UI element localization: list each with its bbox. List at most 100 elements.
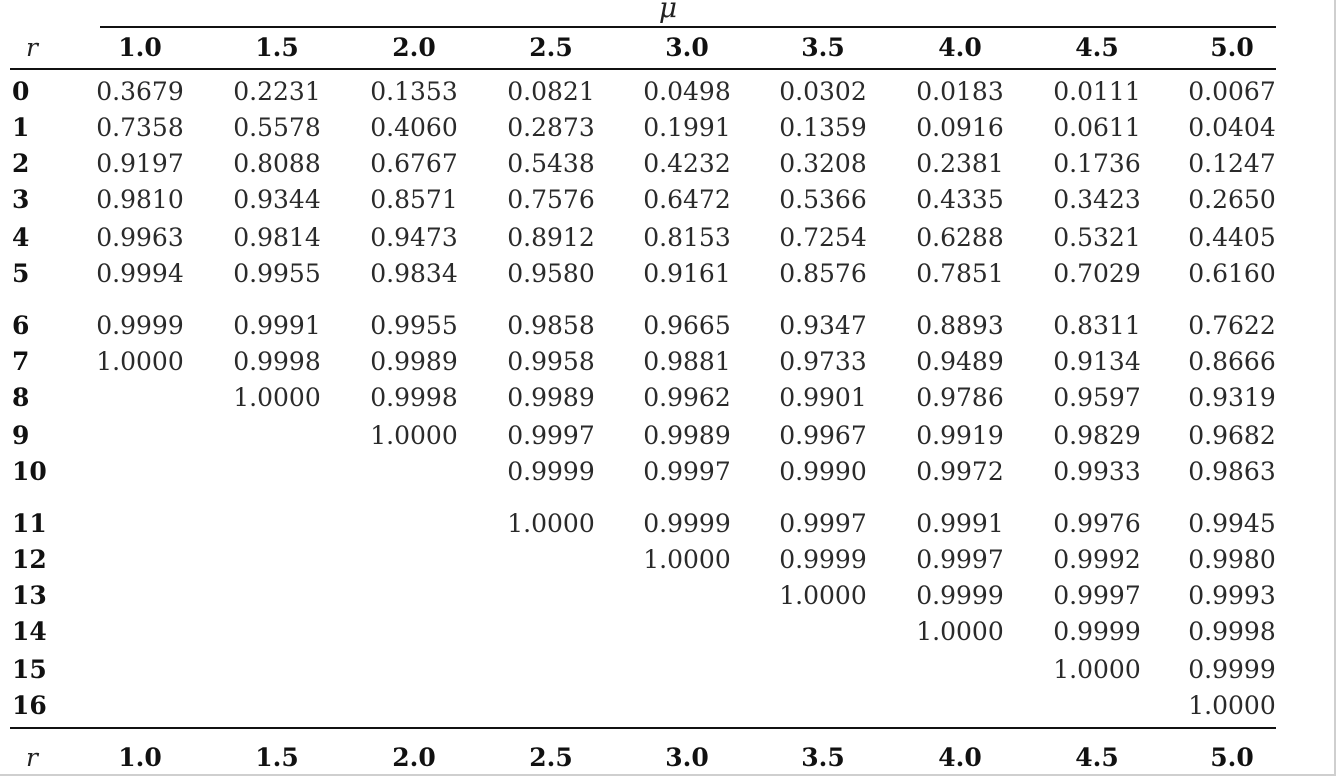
- table-cell: 0.9319: [1188, 383, 1276, 412]
- table-cell: 0.9991: [916, 509, 1004, 538]
- table-cell: 0.9999: [507, 457, 595, 486]
- table-cell: 0.3679: [96, 77, 184, 106]
- row-label: 7: [12, 347, 30, 376]
- table-cell: 0.7029: [1053, 259, 1141, 288]
- table-cell: 0.5366: [779, 185, 867, 214]
- column-footer: 2.0: [392, 743, 436, 772]
- table-cell: 0.9967: [779, 421, 867, 450]
- column-footer: 4.0: [938, 743, 982, 772]
- table-cell: 0.9999: [1053, 617, 1141, 646]
- table-cell: 0.0611: [1053, 113, 1141, 142]
- table-cell: 1.0000: [779, 581, 867, 610]
- table-cell: 0.0111: [1053, 77, 1141, 106]
- column-header: 1.0: [118, 33, 162, 62]
- table-cell: 0.9945: [1188, 509, 1276, 538]
- table-cell: 0.9919: [916, 421, 1004, 450]
- table-cell: 0.1359: [779, 113, 867, 142]
- table-cell: 0.9993: [1188, 581, 1276, 610]
- table-cell: 0.9858: [507, 311, 595, 340]
- table-cell: 0.9998: [233, 347, 321, 376]
- table-cell: 0.8666: [1188, 347, 1276, 376]
- table-cell: 0.6160: [1188, 259, 1276, 288]
- table-cell: 0.0821: [507, 77, 595, 106]
- row-label: 13: [12, 581, 47, 610]
- table-cell: 0.8153: [643, 223, 731, 252]
- table-cell: 0.9881: [643, 347, 731, 376]
- table-cell: 0.2650: [1188, 185, 1276, 214]
- table-cell: 0.4060: [370, 113, 458, 142]
- table-cell: 0.1247: [1188, 149, 1276, 178]
- row-label: 12: [12, 545, 47, 574]
- table-cell: 0.8912: [507, 223, 595, 252]
- table-cell: 0.9989: [507, 383, 595, 412]
- table-cell: 0.9997: [916, 545, 1004, 574]
- table-cell: 0.8571: [370, 185, 458, 214]
- table-cell: 0.9999: [643, 509, 731, 538]
- row-label: 3: [12, 185, 30, 214]
- table-cell: 0.9999: [779, 545, 867, 574]
- table-cell: 0.7576: [507, 185, 595, 214]
- column-header: 1.5: [255, 33, 299, 62]
- table-cell: 0.9998: [370, 383, 458, 412]
- row-label: 8: [12, 383, 30, 412]
- column-header: 5.0: [1210, 33, 1254, 62]
- table-cell: 0.9976: [1053, 509, 1141, 538]
- row-label: 10: [12, 457, 47, 486]
- row-label: 9: [12, 421, 30, 450]
- table-cell: 0.9989: [370, 347, 458, 376]
- table-cell: 0.0498: [643, 77, 731, 106]
- table-cell: 1.0000: [370, 421, 458, 450]
- table-cell: 0.9933: [1053, 457, 1141, 486]
- column-header: 4.5: [1075, 33, 1119, 62]
- column-header: 2.0: [392, 33, 436, 62]
- r-footer: r: [26, 743, 38, 772]
- table-cell: 1.0000: [96, 347, 184, 376]
- table-cell: 0.9347: [779, 311, 867, 340]
- table-cell: 0.9999: [96, 311, 184, 340]
- row-label: 4: [12, 223, 30, 252]
- table-cell: 0.4335: [916, 185, 1004, 214]
- table-cell: 0.9901: [779, 383, 867, 412]
- table-cell: 0.8893: [916, 311, 1004, 340]
- row-label: 2: [12, 149, 30, 178]
- table-cell: 0.9580: [507, 259, 595, 288]
- table-cell: 0.1991: [643, 113, 731, 142]
- table-cell: 0.5578: [233, 113, 321, 142]
- table-cell: 1.0000: [507, 509, 595, 538]
- column-footer: 3.5: [801, 743, 845, 772]
- table-cell: 0.9958: [507, 347, 595, 376]
- table-cell: 0.9197: [96, 149, 184, 178]
- table-cell: 0.8576: [779, 259, 867, 288]
- table-cell: 0.9989: [643, 421, 731, 450]
- table-cell: 0.8088: [233, 149, 321, 178]
- table-cell: 0.0916: [916, 113, 1004, 142]
- row-label: 6: [12, 311, 30, 340]
- table-cell: 0.9161: [643, 259, 731, 288]
- column-footer: 1.0: [118, 743, 162, 772]
- table-cell: 0.0183: [916, 77, 1004, 106]
- table-cell: 0.9955: [233, 259, 321, 288]
- table-cell: 0.7358: [96, 113, 184, 142]
- table-cell: 0.2381: [916, 149, 1004, 178]
- column-header: 2.5: [529, 33, 573, 62]
- table-cell: 0.6767: [370, 149, 458, 178]
- table-cell: 0.9997: [643, 457, 731, 486]
- table-cell: 0.7622: [1188, 311, 1276, 340]
- table-cell: 0.9963: [96, 223, 184, 252]
- column-footer: 4.5: [1075, 743, 1119, 772]
- table-cell: 0.9990: [779, 457, 867, 486]
- table-cell: 0.9980: [1188, 545, 1276, 574]
- column-footer: 3.0: [665, 743, 709, 772]
- table-cell: 0.9489: [916, 347, 1004, 376]
- row-label: 11: [12, 509, 47, 538]
- table-cell: 0.9998: [1188, 617, 1276, 646]
- column-header: 3.5: [801, 33, 845, 62]
- r-header: r: [26, 33, 38, 62]
- table-cell: 0.0404: [1188, 113, 1276, 142]
- table-cell: 0.9955: [370, 311, 458, 340]
- table-cell: 0.9997: [779, 509, 867, 538]
- table-cell: 0.9992: [1053, 545, 1141, 574]
- table-cell: 0.9597: [1053, 383, 1141, 412]
- table-cell: 0.4232: [643, 149, 731, 178]
